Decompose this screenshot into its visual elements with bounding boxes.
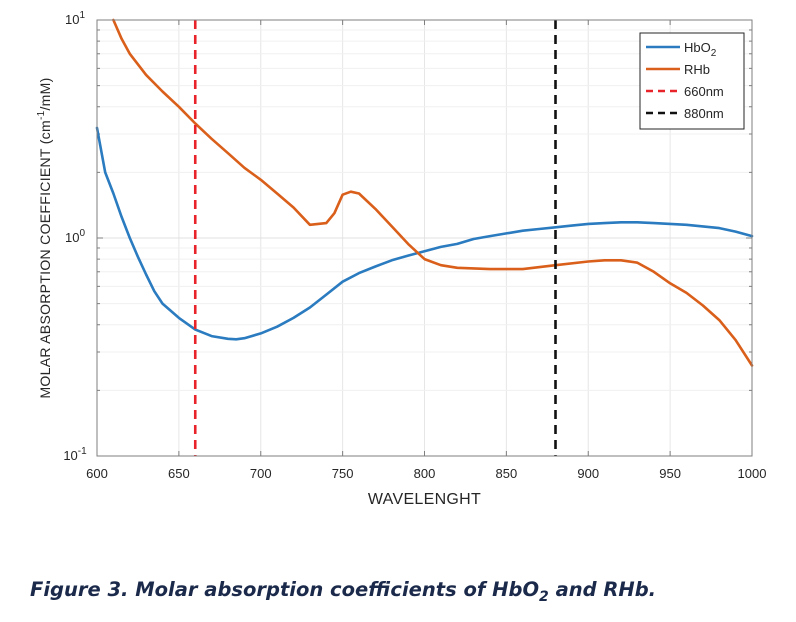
x-tick-labels: 600 650 700 750 800 850 900 950 1000 [86,466,766,481]
legend-label-hbo2: HbO2 [684,40,717,59]
legend: HbO2 RHb 660nm 880nm [639,32,745,130]
plot-frame [96,19,753,457]
x-tick-label-600: 600 [86,466,108,481]
y-tick-label-1: 101 [65,10,85,27]
y-axis-title-sup: -1 [36,110,47,120]
legend-label-rhb: RHb [684,62,710,77]
y-axis-title-suffix: /mM) [37,77,53,110]
series-layer [95,18,754,456]
legend-label-880nm: 880nm [684,106,724,121]
figure-caption: Figure 3. Molar absorption coefficients … [30,578,790,605]
caption-prefix: Figure 3. Molar absorption coefficients … [30,578,540,601]
caption-suffix: and RHb. [548,578,657,601]
x-tick-label-900: 900 [577,466,599,481]
x-tick-label-750: 750 [332,466,354,481]
legend-label-660nm: 660nm [684,84,724,99]
x-tick-label-700: 700 [250,466,272,481]
series-line-rhb [112,18,754,367]
series-line-hbo2 [95,126,754,341]
y-tick-labels: 10-1 100 101 [63,10,87,463]
y-axis-title: MOLAR ABSORPTION COEFFICIENT (cm-1/mM) [36,77,53,398]
caption-subscript: 2 [539,588,549,605]
y-tick-label-0: 100 [65,228,85,245]
x-tick-label-1000: 1000 [738,466,767,481]
x-tick-label-950: 950 [659,466,681,481]
x-axis-title: WAVELENGHT [368,491,481,508]
legend-box [639,32,745,130]
y-axis-title-main: MOLAR ABSORPTION COEFFICIENT (cm [37,120,53,398]
y-tick-label--1: 10-1 [63,446,87,463]
x-tick-label-800: 800 [414,466,436,481]
x-tick-label-850: 850 [496,466,518,481]
x-tick-label-650: 650 [168,466,190,481]
